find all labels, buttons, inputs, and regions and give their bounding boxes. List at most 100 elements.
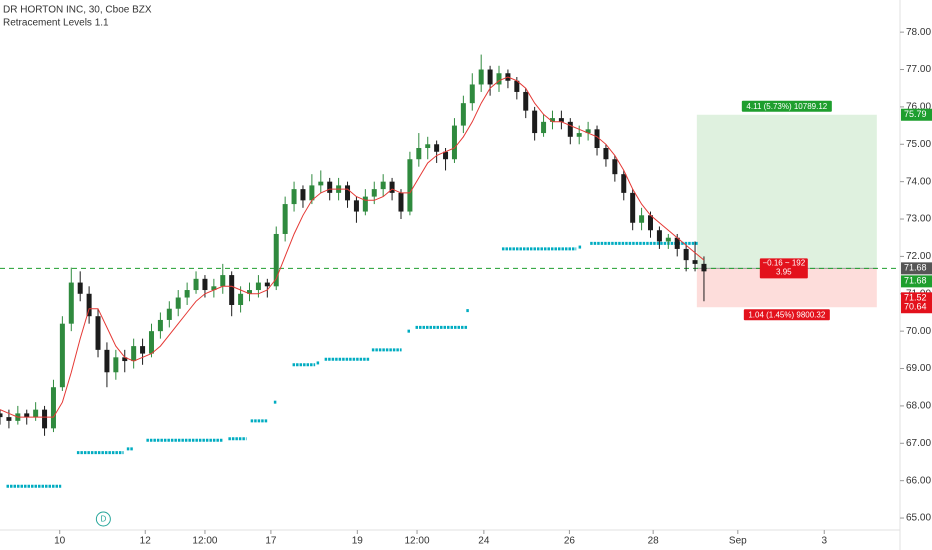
candle-body — [122, 357, 128, 362]
candle-body — [585, 129, 591, 134]
candle-body — [238, 293, 244, 305]
candle-body — [362, 196, 368, 212]
candle-body — [353, 200, 359, 212]
candle-body — [166, 308, 172, 320]
x-tick-label: Sep — [729, 536, 747, 547]
candle-body — [558, 118, 564, 122]
candle-body — [576, 133, 582, 137]
x-tick-label: 12 — [140, 536, 152, 547]
candle-body — [416, 148, 422, 160]
x-tick-label: 28 — [648, 536, 660, 547]
candle-body — [68, 282, 74, 324]
x-tick-label: 12:00 — [405, 536, 430, 547]
candle-body — [247, 290, 253, 294]
chart-title: DR HORTON INC, 30, Cboe BZX — [3, 5, 152, 16]
candle-body — [621, 174, 627, 193]
moving-average — [0, 76, 705, 418]
y-tick-label: 68.00 — [906, 401, 931, 412]
price-badge — [901, 108, 932, 121]
candle-body — [291, 189, 297, 205]
candle-body — [309, 185, 315, 201]
candle-body — [131, 346, 137, 362]
candle-body — [327, 181, 333, 193]
candle-body — [380, 181, 386, 190]
candle-body — [532, 110, 538, 134]
candle-body — [24, 413, 30, 418]
candle-body — [398, 192, 404, 212]
y-tick-label: 75.00 — [906, 139, 931, 150]
candle-body — [86, 293, 92, 317]
candle-body — [157, 319, 163, 332]
y-tick-label: 65.00 — [906, 513, 931, 524]
candle-body — [567, 121, 573, 137]
candle-body — [701, 263, 707, 272]
candle-body — [523, 91, 529, 111]
candle-body — [674, 237, 680, 249]
candle-body — [104, 349, 110, 373]
target-label: 4.11 (5.73%) 10789.12 — [746, 102, 827, 111]
candle-body — [202, 278, 208, 291]
event-marker — [95, 511, 111, 527]
candle-body — [514, 80, 520, 92]
price-badge — [901, 275, 932, 288]
candle-body — [443, 151, 449, 160]
candle-body — [469, 84, 475, 104]
candle-body — [665, 237, 671, 242]
candle-body — [282, 204, 288, 234]
indicator-label: Retracement Levels 1.1 — [3, 18, 109, 29]
candle-body — [656, 230, 662, 242]
candle-body — [59, 323, 65, 388]
candle-body — [389, 181, 395, 193]
candle-body — [273, 233, 279, 287]
y-tick-label: 67.00 — [906, 438, 931, 449]
candle-body — [193, 278, 199, 291]
price-badge-label: 75.79 — [904, 109, 927, 119]
candle-body — [407, 159, 413, 212]
candle-body — [683, 248, 689, 261]
y-tick-label: 74.00 — [906, 176, 931, 187]
candle-body — [6, 417, 12, 421]
price-badge — [901, 301, 932, 314]
profit-zone — [696, 114, 877, 269]
stop-label-box — [743, 309, 830, 321]
y-tick-label: 66.00 — [906, 475, 931, 486]
candle-body — [478, 69, 484, 85]
candle-body — [255, 282, 261, 291]
candle-body — [148, 331, 154, 354]
y-tick-label: 77.00 — [906, 64, 931, 75]
candle-body — [33, 409, 39, 418]
candle-body — [451, 125, 457, 160]
candle-body — [0, 413, 3, 418]
y-tick-label: 78.00 — [906, 27, 931, 38]
x-tick-label: 17 — [265, 536, 277, 547]
candle-body — [647, 215, 653, 231]
candle-body — [487, 69, 493, 85]
x-tick-label: 12:00 — [192, 536, 217, 547]
candle-body — [594, 129, 600, 149]
event-label: D — [100, 515, 106, 524]
y-tick-label: 69.00 — [906, 363, 931, 374]
y-tick-label: 72.00 — [906, 251, 931, 262]
price-badge-label: 71.68 — [904, 276, 927, 286]
price-badge-label: 70.64 — [904, 302, 927, 312]
candle-body — [318, 181, 324, 186]
price-badge — [901, 262, 932, 275]
candle-body — [692, 260, 698, 264]
candle-body — [639, 215, 645, 223]
candle-body — [425, 144, 431, 149]
candle-body — [175, 297, 181, 309]
candle-body — [42, 409, 48, 429]
candle-body — [140, 346, 146, 354]
candle-body — [345, 185, 351, 201]
candle-body — [50, 387, 56, 429]
candle-body — [211, 286, 217, 291]
target-label-box — [741, 100, 832, 112]
candle-body — [549, 118, 555, 122]
x-tick-label: 24 — [478, 536, 490, 547]
stop-label: 1.04 (1.45%) 9800.32 — [748, 310, 825, 319]
y-tick-label: 70.00 — [906, 326, 931, 337]
y-tick-label: 73.00 — [906, 214, 931, 225]
x-tick-label: 19 — [352, 536, 364, 547]
center-label: 3.95 — [776, 267, 792, 276]
